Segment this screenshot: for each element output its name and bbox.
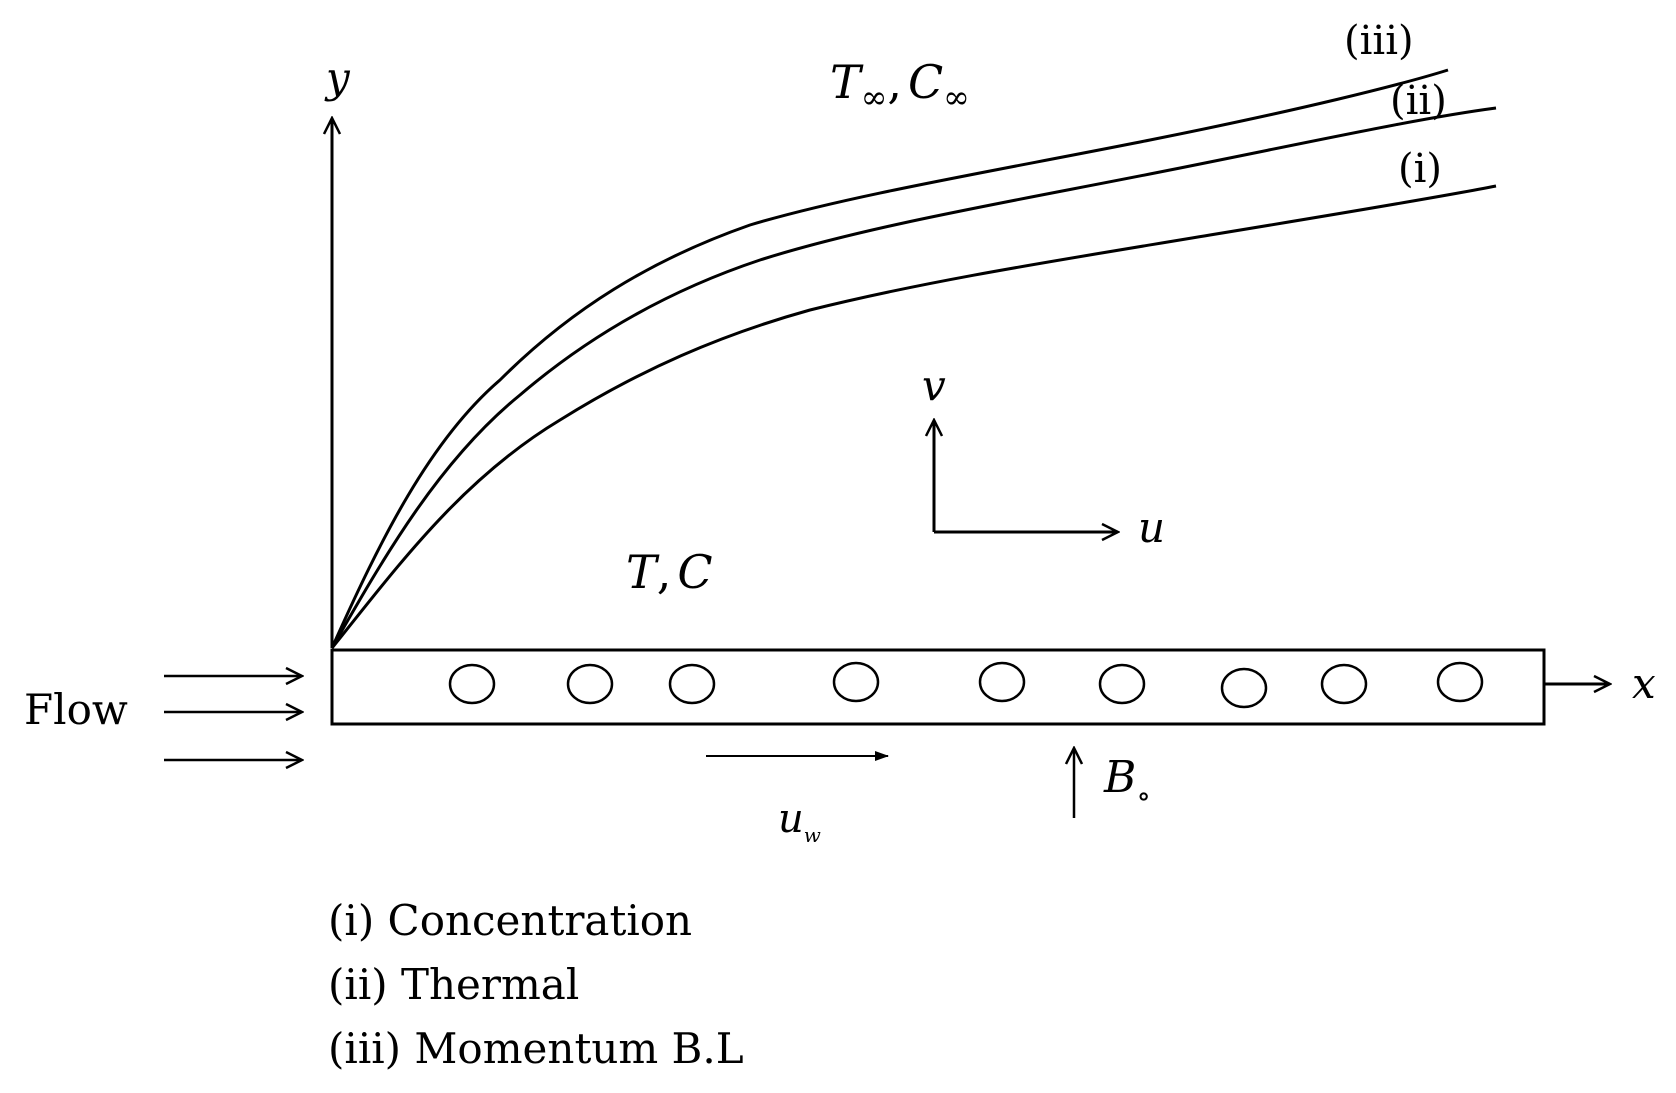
pore xyxy=(1320,663,1368,705)
pore xyxy=(566,663,614,705)
pore xyxy=(978,661,1026,703)
legend-item-concentration: (i) Concentration xyxy=(328,896,693,945)
legend-item-thermal: (ii) Thermal xyxy=(328,960,580,1009)
magnetic-field-label: B∘ xyxy=(1103,752,1151,814)
ambient-condition-label: T∞, C∞ xyxy=(830,55,970,116)
y-axis-label: y xyxy=(324,53,351,102)
pore xyxy=(448,663,496,705)
curve-label-ii: (ii) xyxy=(1390,78,1447,124)
x-axis-label: x xyxy=(1632,659,1656,708)
pore xyxy=(832,661,880,703)
pore xyxy=(1098,663,1146,705)
legend-item-momentum: (iii) Momentum B.L xyxy=(328,1024,744,1073)
v-component-label: v xyxy=(922,361,946,410)
curve-label-i: (i) xyxy=(1398,146,1442,192)
curve-i-concentration xyxy=(330,184,1497,649)
curve-ii-thermal xyxy=(330,106,1497,649)
pore xyxy=(1436,661,1484,703)
u-component-label: u xyxy=(1138,503,1165,552)
wall-condition-label: T, C xyxy=(626,545,713,599)
pore xyxy=(1220,667,1268,709)
uw-label: uw xyxy=(778,796,821,847)
curve-label-iii: (iii) xyxy=(1344,18,1414,64)
sheet-pores xyxy=(448,661,1484,709)
flow-label: Flow xyxy=(24,685,128,734)
pore xyxy=(668,663,716,705)
curve-iii-momentum xyxy=(330,68,1449,649)
